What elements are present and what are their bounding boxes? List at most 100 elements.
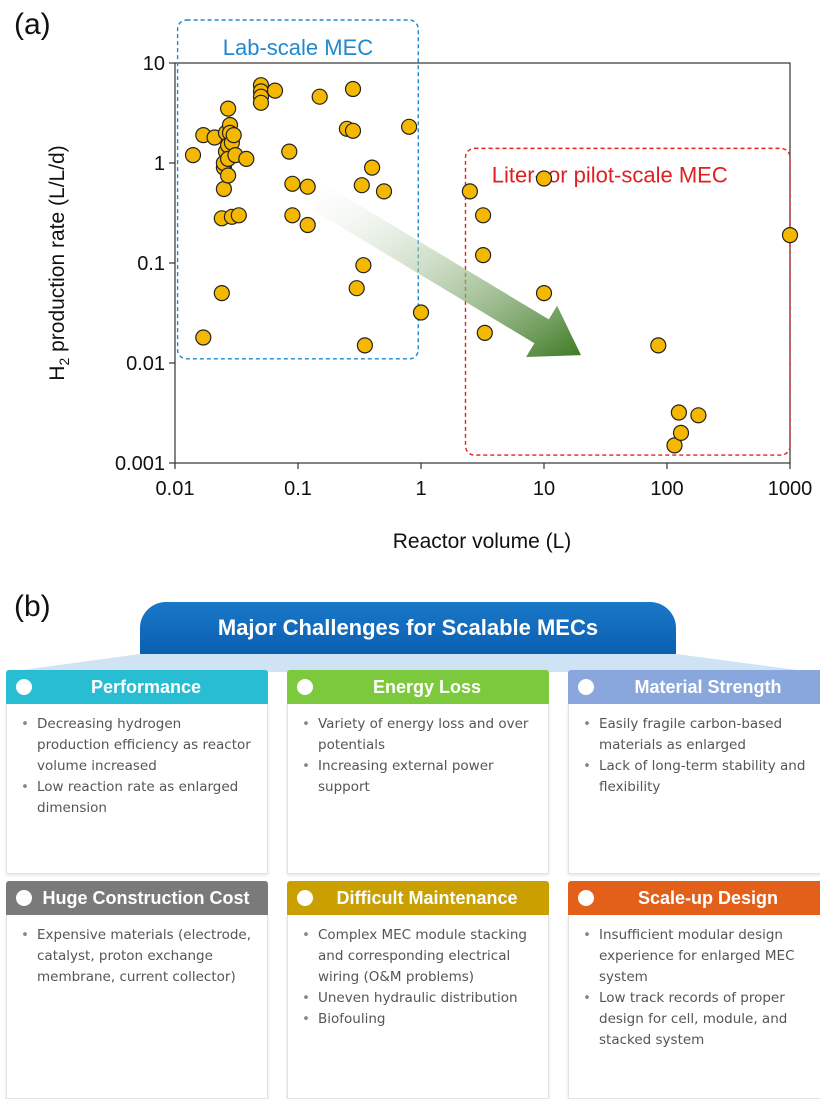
challenge-card: Energy Loss Variety of energy loss and ov… bbox=[287, 670, 549, 874]
data-point-42 bbox=[375, 183, 393, 200]
card-bullet-item: Lack of long-term stability and flexibil… bbox=[583, 756, 819, 798]
data-point-54 bbox=[672, 424, 690, 441]
circle-icon bbox=[16, 890, 32, 906]
data-point-0 bbox=[184, 147, 202, 164]
challenge-card: Material Strength Easily fragile carbon-b… bbox=[568, 670, 820, 874]
data-point-51 bbox=[650, 337, 667, 354]
data-point-28 bbox=[281, 143, 298, 160]
data-point-53 bbox=[670, 404, 688, 421]
card-body: Easily fragile carbon-based materials as… bbox=[568, 704, 820, 874]
data-point-30 bbox=[284, 207, 301, 224]
data-point-48 bbox=[476, 324, 493, 341]
data-point-46 bbox=[475, 207, 492, 224]
card-bullet-item: Increasing external power support bbox=[302, 756, 538, 798]
x-tick-label-4: 100 bbox=[650, 478, 683, 500]
data-point-29 bbox=[284, 175, 301, 192]
circle-icon bbox=[297, 890, 313, 906]
data-point-36 bbox=[344, 122, 362, 139]
x-tick-label-1: 0.1 bbox=[284, 478, 312, 500]
panel-a-label: (a) bbox=[14, 8, 51, 41]
y-tick-label-0: 0.001 bbox=[115, 453, 165, 475]
data-point-38 bbox=[353, 177, 370, 194]
challenges-banner: Major Challenges for Scalable MECs bbox=[140, 602, 676, 654]
data-point-4 bbox=[213, 285, 230, 302]
card-header: Huge Construction Cost bbox=[6, 881, 268, 915]
data-point-22 bbox=[238, 150, 255, 167]
card-title: Material Strength bbox=[634, 676, 782, 697]
card-bullet-item: Uneven hydraulic distribution bbox=[302, 988, 538, 1009]
card-header: Scale-up Design bbox=[568, 881, 820, 915]
card-bullet-item: Decreasing hydrogen production efficienc… bbox=[21, 714, 257, 777]
data-point-13 bbox=[220, 167, 237, 184]
y-tick-label-3: 1 bbox=[154, 153, 165, 175]
card-title: Energy Loss bbox=[372, 676, 482, 697]
data-point-45 bbox=[461, 183, 478, 200]
card-title: Performance bbox=[90, 676, 202, 697]
card-bullet-item: Complex MEC module stacking and correspo… bbox=[302, 925, 538, 988]
circle-icon bbox=[578, 679, 594, 695]
card-body: Decreasing hydrogen production efficienc… bbox=[6, 704, 268, 874]
data-point-19 bbox=[225, 127, 242, 144]
card-header: Material Strength bbox=[568, 670, 820, 704]
data-point-27 bbox=[266, 82, 284, 99]
data-point-33 bbox=[311, 88, 328, 105]
data-point-32 bbox=[299, 216, 316, 234]
data-point-6 bbox=[215, 180, 232, 198]
card-bullet-item: Biofouling bbox=[302, 1009, 538, 1030]
y-tick-label-4: 10 bbox=[143, 53, 165, 75]
circle-icon bbox=[578, 890, 594, 906]
data-point-55 bbox=[690, 407, 707, 424]
x-tick-label-0: 0.01 bbox=[156, 478, 195, 500]
card-title: Scale-up Design bbox=[637, 887, 779, 908]
x-tick-label-3: 10 bbox=[533, 478, 555, 500]
x-tick-label-5: 1000 bbox=[768, 478, 813, 500]
data-point-52 bbox=[666, 437, 683, 454]
data-point-35 bbox=[344, 80, 362, 98]
card-header: Performance bbox=[6, 670, 268, 704]
card-header: Difficult Maintenance bbox=[287, 881, 549, 915]
y-tick-label-1: 0.01 bbox=[126, 353, 165, 375]
data-point-47 bbox=[475, 247, 492, 264]
challenge-card: Huge Construction Cost Expensive material… bbox=[6, 881, 268, 1099]
data-point-49 bbox=[535, 170, 553, 187]
data-point-40 bbox=[356, 337, 373, 354]
header-fan bbox=[8, 654, 812, 672]
challenge-card: Difficult Maintenance Complex MEC module … bbox=[287, 881, 549, 1099]
card-header: Energy Loss bbox=[287, 670, 549, 704]
region-box-0 bbox=[176, 19, 419, 360]
y-axis-label: H2 production rate (L/L/d) bbox=[46, 145, 72, 380]
card-title: Huge Construction Cost bbox=[42, 887, 250, 908]
data-point-37 bbox=[348, 280, 365, 297]
challenge-card: Scale-up Design Insufficient modular desi… bbox=[568, 881, 820, 1099]
card-bullet-item: Easily fragile carbon-based materials as… bbox=[583, 714, 819, 756]
card-title: Difficult Maintenance bbox=[336, 887, 518, 908]
card-body: Expensive materials (electrode, catalyst… bbox=[6, 915, 268, 1099]
data-point-50 bbox=[535, 285, 553, 302]
data-point-41 bbox=[364, 159, 381, 176]
card-bullet-item: Expensive materials (electrode, catalyst… bbox=[21, 925, 257, 988]
circle-icon bbox=[16, 679, 32, 695]
card-body: Variety of energy loss and over potentia… bbox=[287, 704, 549, 874]
data-point-14 bbox=[220, 100, 237, 117]
x-axis-label: Reactor volume (L) bbox=[393, 530, 572, 553]
data-point-39 bbox=[355, 257, 372, 274]
data-point-21 bbox=[230, 207, 247, 224]
card-bullet-item: Insufficient modular design experience f… bbox=[583, 925, 819, 988]
scatter-chart: Lab-scale MEC Liter- or pilot-scale MEC 0.… bbox=[46, 19, 813, 553]
data-point-43 bbox=[401, 118, 418, 135]
card-bullet-item: Low reaction rate as enlarged dimension bbox=[21, 777, 257, 819]
data-point-56 bbox=[781, 227, 799, 244]
y-tick-label-2: 0.1 bbox=[137, 253, 165, 275]
data-point-26 bbox=[252, 94, 270, 111]
card-bullet-item: Variety of energy loss and over potentia… bbox=[302, 714, 538, 756]
card-body: Insufficient modular design experience f… bbox=[568, 915, 820, 1099]
circle-icon bbox=[297, 679, 313, 695]
challenge-card: Performance Decreasing hydrogen productio… bbox=[6, 670, 268, 874]
data-point-2 bbox=[195, 329, 212, 346]
card-bullet-item: Low track records of proper design for c… bbox=[583, 988, 819, 1051]
trend-arrow bbox=[312, 185, 581, 357]
data-point-44 bbox=[412, 304, 430, 321]
region-label-0: Lab-scale MEC bbox=[223, 35, 374, 60]
x-tick-label-2: 1 bbox=[415, 478, 426, 500]
card-body: Complex MEC module stacking and correspo… bbox=[287, 915, 549, 1099]
